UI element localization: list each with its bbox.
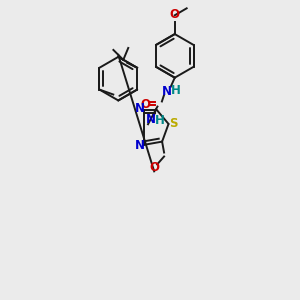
Text: O: O <box>170 8 180 21</box>
Text: S: S <box>169 117 178 130</box>
Text: O: O <box>140 98 150 111</box>
Text: N: N <box>135 102 145 115</box>
Text: O: O <box>149 161 159 174</box>
Text: H: H <box>155 114 165 127</box>
Text: N: N <box>135 140 145 152</box>
Text: N: N <box>162 85 172 98</box>
Text: H: H <box>171 84 181 97</box>
Text: N: N <box>146 113 156 126</box>
